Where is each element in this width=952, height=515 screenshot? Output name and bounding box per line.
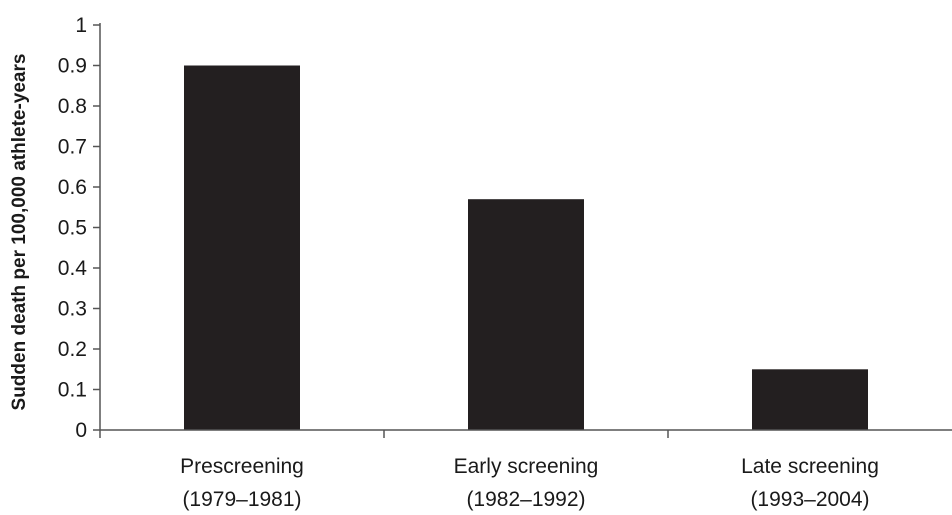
x-category-label: Prescreening [180, 455, 304, 478]
y-axis-title-group: Sudden death per 100,000 athlete-years [9, 54, 30, 411]
bar-3 [752, 369, 868, 431]
y-tick-label: 0 [75, 419, 87, 442]
axes [99, 23, 952, 438]
x-category-label: Early screening [454, 455, 599, 478]
y-axis-title: Sudden death per 100,000 athlete-years [9, 54, 30, 411]
x-category-label: Late screening [741, 455, 879, 478]
y-tick-label: 0.6 [58, 176, 87, 199]
y-tick-label: 0.7 [58, 136, 87, 159]
x-labels: Prescreening (1979–1981) Early screening (1… [180, 455, 879, 511]
y-tick-label: 0.8 [58, 95, 87, 118]
x-category-label: (1993–2004) [750, 488, 869, 511]
y-tick-label: 0.4 [58, 257, 88, 280]
y-tick-label: 0.3 [58, 298, 87, 321]
bar-1 [184, 65, 300, 430]
bars [184, 65, 868, 431]
y-tick-label: 0.9 [58, 55, 87, 78]
y-tick-label: 1 [75, 14, 87, 37]
y-ticks: 0 0.1 0.2 0.3 0.4 0.5 0.6 0.7 0.8 0.9 1 [58, 14, 100, 442]
y-tick-label: 0.1 [58, 379, 87, 402]
x-category-label: (1979–1981) [182, 488, 301, 511]
y-tick-label: 0.5 [58, 217, 87, 240]
bar-2 [468, 199, 584, 430]
y-tick-label: 0.2 [58, 338, 87, 361]
x-category-label: (1982–1992) [466, 488, 585, 511]
